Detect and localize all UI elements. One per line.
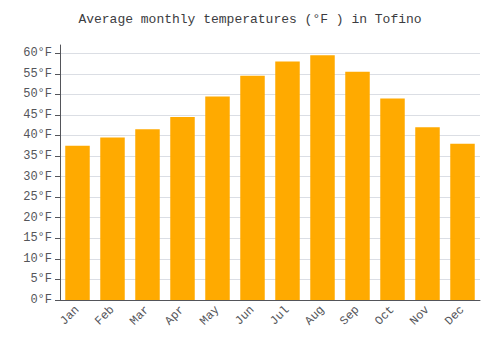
- svg-text:Sep: Sep: [337, 303, 362, 328]
- svg-text:10°F: 10°F: [23, 252, 52, 266]
- svg-text:Apr: Apr: [162, 303, 187, 328]
- svg-text:Jul: Jul: [267, 303, 292, 328]
- svg-text:Oct: Oct: [372, 303, 397, 328]
- svg-text:35°F: 35°F: [23, 149, 52, 163]
- svg-text:Jan: Jan: [57, 303, 82, 328]
- svg-text:Dec: Dec: [442, 303, 467, 328]
- svg-text:45°F: 45°F: [23, 108, 52, 122]
- svg-text:Aug: Aug: [302, 303, 327, 328]
- svg-text:50°F: 50°F: [23, 87, 52, 101]
- svg-text:0°F: 0°F: [30, 293, 52, 307]
- svg-text:60°F: 60°F: [23, 46, 52, 60]
- svg-text:Mar: Mar: [127, 303, 152, 328]
- svg-text:Nov: Nov: [407, 303, 432, 328]
- svg-text:20°F: 20°F: [23, 211, 52, 225]
- svg-text:Feb: Feb: [92, 303, 117, 328]
- svg-text:15°F: 15°F: [23, 231, 52, 245]
- svg-text:25°F: 25°F: [23, 190, 52, 204]
- svg-text:5°F: 5°F: [30, 272, 52, 286]
- svg-text:Average monthly temperatures (: Average monthly temperatures (°F ) in To…: [78, 12, 421, 27]
- svg-text:30°F: 30°F: [23, 170, 52, 184]
- svg-text:55°F: 55°F: [23, 67, 52, 81]
- svg-text:May: May: [197, 303, 222, 328]
- svg-text:40°F: 40°F: [23, 128, 52, 142]
- svg-text:Jun: Jun: [232, 303, 257, 328]
